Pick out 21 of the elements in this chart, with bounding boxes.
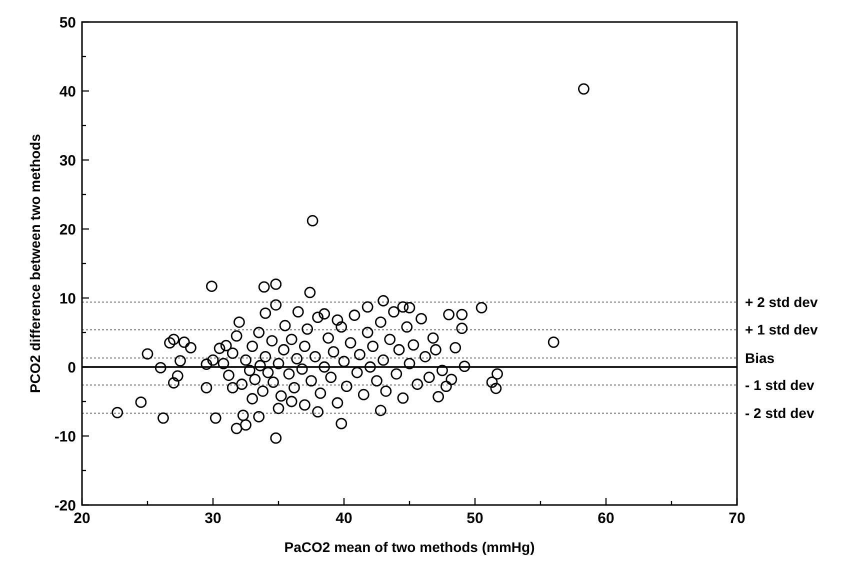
ref-line-label: - 2 std dev xyxy=(745,405,814,422)
x-tick-label: 50 xyxy=(466,510,484,527)
y-tick-label: 10 xyxy=(59,290,76,308)
y-axis-title: PCO2 difference between two methods xyxy=(27,134,43,394)
x-tick-label: 30 xyxy=(204,510,222,527)
x-axis-title: PaCO2 mean of two methods (mmHg) xyxy=(284,539,535,555)
y-tick-label: 30 xyxy=(59,152,76,170)
y-tick-label: 0 xyxy=(68,359,76,376)
ref-line-label: - 1 std dev xyxy=(745,376,814,393)
x-tick-label: 20 xyxy=(74,510,90,527)
ref-line-label: Bias xyxy=(745,350,775,366)
ref-line-label: + 2 std dev xyxy=(745,294,818,310)
x-tick-label: 40 xyxy=(336,510,352,527)
x-tick-label: 70 xyxy=(728,510,746,527)
y-tick-label: 20 xyxy=(59,221,76,238)
ref-line-label: + 1 std dev xyxy=(745,322,818,338)
y-tick-label: 40 xyxy=(59,83,76,100)
y-tick-label: -20 xyxy=(54,497,76,514)
x-tick-label: 60 xyxy=(598,510,614,527)
y-tick-label: -10 xyxy=(54,428,76,446)
y-tick-label: 50 xyxy=(59,14,76,32)
